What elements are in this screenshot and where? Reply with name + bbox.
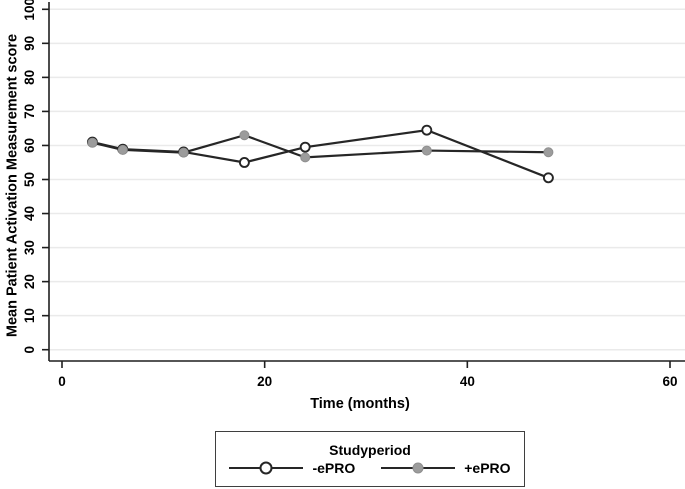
legend-box: Studyperiod -ePRO +ePRO — [215, 431, 525, 487]
x-tick-label: 60 — [662, 374, 677, 389]
open-circle-data-point — [421, 124, 433, 136]
x-tick-label: 40 — [460, 374, 475, 389]
legend-entries: -ePRO +ePRO — [229, 460, 511, 476]
filled-circle-marker-icon — [412, 462, 424, 474]
y-tick-label: 100 — [22, 0, 37, 21]
y-tick-label: 0 — [22, 346, 37, 354]
filled-circle-data-point — [543, 147, 554, 158]
legend-key-minus-epro — [229, 461, 304, 475]
y-tick-label: 10 — [22, 308, 37, 323]
open-circle-data-point — [238, 157, 250, 168]
legend-label-minus-epro: -ePRO — [312, 460, 356, 476]
open-circle-marker-icon — [259, 461, 273, 475]
series-line-minusePRO — [92, 129, 549, 179]
y-tick-label: 90 — [22, 36, 37, 51]
y-tick-label: 40 — [22, 206, 37, 221]
legend-entry-minus-epro: -ePRO — [229, 461, 355, 475]
filled-circle-data-point — [300, 152, 311, 163]
filled-circle-data-point — [117, 144, 128, 155]
legend-entry-plus-epro: +ePRO — [381, 460, 511, 476]
legend-title: Studyperiod — [329, 442, 411, 458]
y-tick-label: 70 — [22, 104, 37, 119]
y-axis-title: Mean Patient Activation Measurement scor… — [4, 33, 21, 338]
open-circle-data-point — [542, 172, 554, 184]
filled-circle-data-point — [421, 145, 432, 156]
series-line-plusePRO — [92, 134, 549, 159]
open-circle-data-point — [299, 141, 311, 153]
filled-circle-data-point — [87, 137, 98, 148]
legend-label-plus-epro: +ePRO — [464, 460, 511, 476]
x-tick-label: 20 — [257, 374, 272, 389]
y-tick-label: 60 — [22, 138, 37, 153]
y-tick-label: 30 — [22, 240, 37, 255]
filled-circle-data-point — [178, 147, 189, 158]
x-axis-title: Time (months) — [310, 396, 410, 412]
y-tick-label: 80 — [22, 70, 37, 85]
y-tick-label: 50 — [22, 172, 37, 187]
x-tick-label: 0 — [58, 374, 66, 389]
y-tick-label: 20 — [22, 274, 37, 289]
legend-key-plus-epro — [381, 462, 456, 474]
line-chart-plot: 0 10 20 30 40 50 60 70 80 90 100 0 20 40 60 — [22, 0, 685, 389]
filled-circle-data-point — [239, 130, 250, 141]
